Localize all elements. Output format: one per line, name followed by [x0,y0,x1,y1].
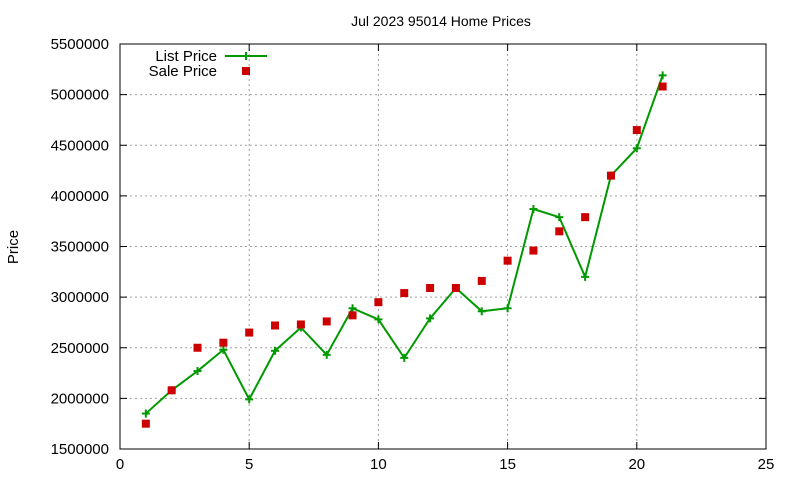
data-point [606,171,615,180]
data-point [322,350,331,359]
data-point [658,71,667,80]
series-sale-price [141,82,667,428]
x-tick-label: 10 [370,456,387,473]
data-point [271,346,280,355]
x-tick-labels: 0 5 10 15 20 25 [116,456,775,473]
y-tick-label: 5000000 [51,87,109,104]
data-point [141,419,150,428]
data-point [426,314,435,323]
data-point [374,315,383,324]
data-point [167,386,176,395]
data-point [477,276,486,285]
x-tick-label: 25 [758,456,775,473]
legend-marker [242,67,250,75]
x-tick-label: 20 [628,456,645,473]
data-point [193,343,202,352]
y-tick-label: 5500000 [51,36,109,53]
data-point [581,272,590,281]
data-point [426,284,435,293]
data-point [245,328,254,337]
data-point [219,345,228,354]
data-point [503,304,512,313]
y-tick-label: 3000000 [51,289,109,306]
data-point [503,256,512,265]
data-point [141,409,150,418]
data-point [193,367,202,376]
data-point [632,126,641,135]
y-tick-label: 3500000 [51,239,109,256]
data-point [529,205,538,214]
y-tick-label: 2500000 [51,340,109,357]
legend-marker [242,52,250,60]
series-layer [141,71,667,428]
y-tick-label: 2000000 [51,390,109,407]
y-tick-label: 1500000 [51,441,109,458]
data-point [451,284,460,293]
data-point [271,321,280,330]
data-point [658,82,667,91]
data-point [477,307,486,316]
legend-label: Sale Price [149,63,217,80]
data-point [581,213,590,222]
x-tick-label: 0 [116,456,124,473]
data-point [555,213,564,222]
y-tick-label: 4000000 [51,188,109,205]
axis-ticks [119,43,767,450]
data-point [245,395,254,404]
x-tick-label: 5 [245,456,253,473]
data-point [348,304,357,313]
data-point [219,338,228,347]
y-axis-label: Price [5,230,22,264]
data-point [555,227,564,236]
chart-title: Jul 2023 95014 Home Prices [351,13,531,29]
legend-label: List Price [155,48,217,65]
data-point [374,298,383,307]
data-point [296,320,305,329]
data-point [529,246,538,255]
data-point [322,317,331,326]
x-tick-label: 15 [499,456,516,473]
data-point [400,289,409,298]
data-point [348,311,357,320]
data-point [400,353,409,362]
data-point [632,144,641,153]
y-tick-labels: 1500000 2000000 2500000 3000000 3500000 40000… [51,36,109,458]
y-tick-label: 4500000 [51,137,109,154]
